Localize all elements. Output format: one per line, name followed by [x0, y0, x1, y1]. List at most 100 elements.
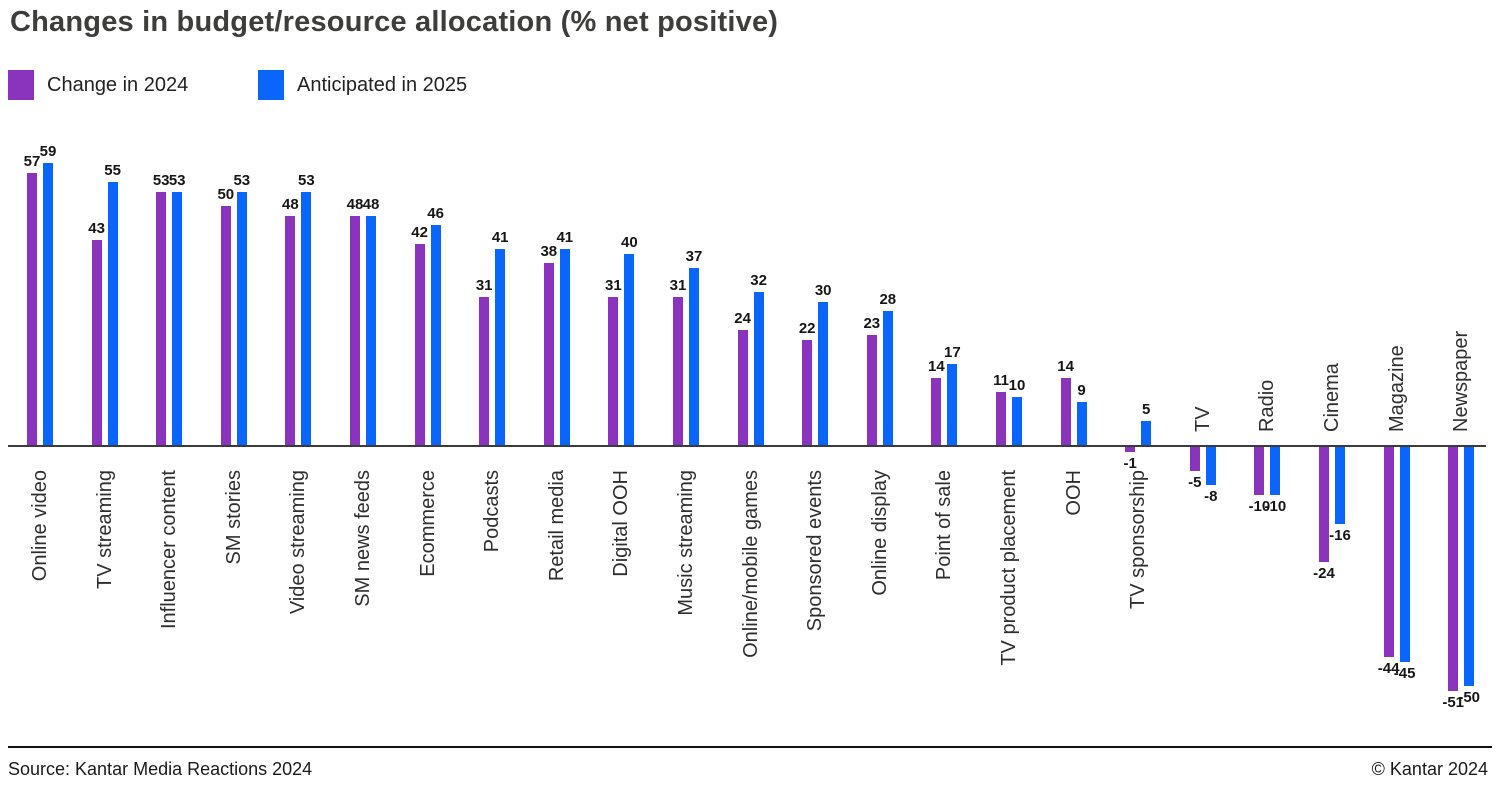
bar-change-2024 — [996, 392, 1006, 445]
bar-change-2024 — [608, 296, 619, 445]
value-label-2024: -44 — [1377, 660, 1400, 678]
value-label-2024: 42 — [411, 224, 428, 242]
value-label-2024: 38 — [540, 243, 558, 261]
value-label-2025: 10 — [1008, 377, 1026, 395]
bar-change-2024 — [1125, 447, 1136, 452]
value-label-2024: 43 — [88, 219, 105, 237]
bar-anticipated-2025 — [689, 268, 699, 445]
category-label: Newspaper — [1450, 330, 1473, 432]
value-label-2025: 30 — [814, 281, 832, 299]
bar-change-2024 — [673, 296, 683, 445]
category-label: Influencer content — [158, 470, 181, 629]
bar-change-2024 — [1383, 447, 1394, 658]
bar-change-2024 — [543, 263, 554, 445]
legend-item-anticipated-2025: Anticipated in 2025 — [258, 70, 467, 100]
bar-anticipated-2025 — [882, 311, 893, 445]
value-label-2024: 31 — [605, 276, 622, 294]
value-label-2025: -16 — [1329, 526, 1351, 544]
bar-anticipated-2025 — [495, 249, 506, 445]
value-label-2024: 11 — [993, 372, 1009, 390]
category-label: Radio — [1256, 379, 1279, 432]
value-label-2025: -50 — [1458, 689, 1481, 706]
value-label-2024: -24 — [1313, 564, 1335, 582]
value-label-2024: 23 — [863, 315, 881, 333]
bar-anticipated-2025 — [947, 363, 958, 445]
value-label-2025: -8 — [1204, 488, 1218, 506]
value-label-2024: 31 — [669, 276, 687, 294]
legend-swatch-2025-icon — [258, 70, 284, 100]
bar-anticipated-2025 — [1464, 447, 1475, 686]
bar-anticipated-2025 — [430, 225, 441, 445]
value-label-2025: 37 — [685, 248, 703, 266]
value-label-2024: -10 — [1248, 497, 1271, 515]
bar-change-2024 — [1254, 447, 1265, 495]
value-label-2025: 17 — [944, 343, 961, 361]
bar-anticipated-2025 — [559, 249, 570, 445]
value-label-2024: 24 — [734, 310, 751, 328]
bar-anticipated-2025 — [1205, 447, 1216, 486]
bar-anticipated-2025 — [753, 292, 764, 445]
value-label-2025: 46 — [427, 205, 444, 223]
bar-change-2024 — [156, 191, 167, 445]
footer-divider — [8, 746, 1492, 748]
value-label-2025: -10 — [1264, 497, 1287, 515]
value-label-2025: 28 — [879, 291, 897, 309]
value-label-2024: -1 — [1123, 454, 1137, 472]
category-label: SM stories — [222, 470, 245, 565]
value-label-2025: 59 — [39, 143, 57, 160]
value-label-2024: 14 — [1057, 358, 1074, 376]
bar-change-2024 — [1060, 378, 1071, 445]
value-label-2025: 53 — [298, 171, 315, 189]
bar-anticipated-2025 — [1012, 397, 1022, 445]
value-label-2024: 53 — [152, 171, 170, 189]
category-label: Retail media — [545, 470, 568, 582]
category-label: TV sponsorship — [1127, 470, 1150, 609]
bar-anticipated-2025 — [236, 191, 247, 445]
bar-change-2024 — [479, 296, 490, 445]
value-label-2024: 31 — [475, 276, 493, 294]
category-label: Podcasts — [481, 470, 504, 553]
value-label-2025: 41 — [556, 229, 574, 246]
value-label-2024: 48 — [282, 195, 299, 213]
category-label: Online video — [29, 470, 51, 582]
value-label-2025: 41 — [491, 229, 509, 246]
bar-anticipated-2025 — [43, 163, 53, 445]
bar-change-2024 — [414, 244, 425, 445]
chart-title: Changes in budget/resource allocation (%… — [10, 6, 779, 38]
footer-copyright-text: © Kantar 2024 — [1371, 759, 1488, 779]
value-label-2024: 48 — [346, 195, 364, 213]
category-label: TV — [1191, 406, 1214, 432]
bar-anticipated-2025 — [624, 253, 635, 445]
legend-label-2024: Change in 2024 — [47, 73, 189, 96]
footer-source-text: Source: Kantar Media Reactions 2024 — [8, 759, 313, 779]
value-label-2024: 22 — [798, 319, 816, 337]
category-label: SM news feeds — [352, 470, 374, 607]
bar-change-2024 — [931, 378, 942, 445]
value-label-2025: 5 — [1142, 401, 1151, 419]
value-label-2024: 50 — [217, 186, 235, 203]
value-label-2025: 32 — [750, 272, 767, 289]
bar-change-2024 — [737, 330, 748, 445]
bar-anticipated-2025 — [1270, 447, 1281, 495]
category-label: Magazine — [1385, 345, 1408, 432]
value-label-2025: 53 — [168, 171, 186, 189]
value-label-2025: 55 — [104, 162, 121, 180]
category-label: Cinema — [1321, 363, 1343, 432]
value-label-2024: -51 — [1442, 693, 1465, 711]
bar-anticipated-2025 — [818, 301, 829, 445]
value-label-2025: 40 — [621, 233, 638, 251]
bar-anticipated-2025 — [1076, 402, 1087, 445]
value-label-2024: 57 — [23, 152, 41, 170]
bar-change-2024 — [1189, 447, 1200, 471]
value-label-2025: 48 — [362, 195, 380, 213]
category-label: Digital OOH — [610, 470, 633, 577]
value-label-2024: 14 — [928, 358, 945, 376]
bar-change-2024 — [866, 335, 877, 445]
zero-axis-line — [8, 445, 1486, 447]
category-label: TV streaming — [93, 470, 116, 589]
value-label-2025: 53 — [233, 171, 251, 189]
bar-change-2024 — [91, 239, 102, 445]
category-label: Online display — [868, 470, 891, 596]
